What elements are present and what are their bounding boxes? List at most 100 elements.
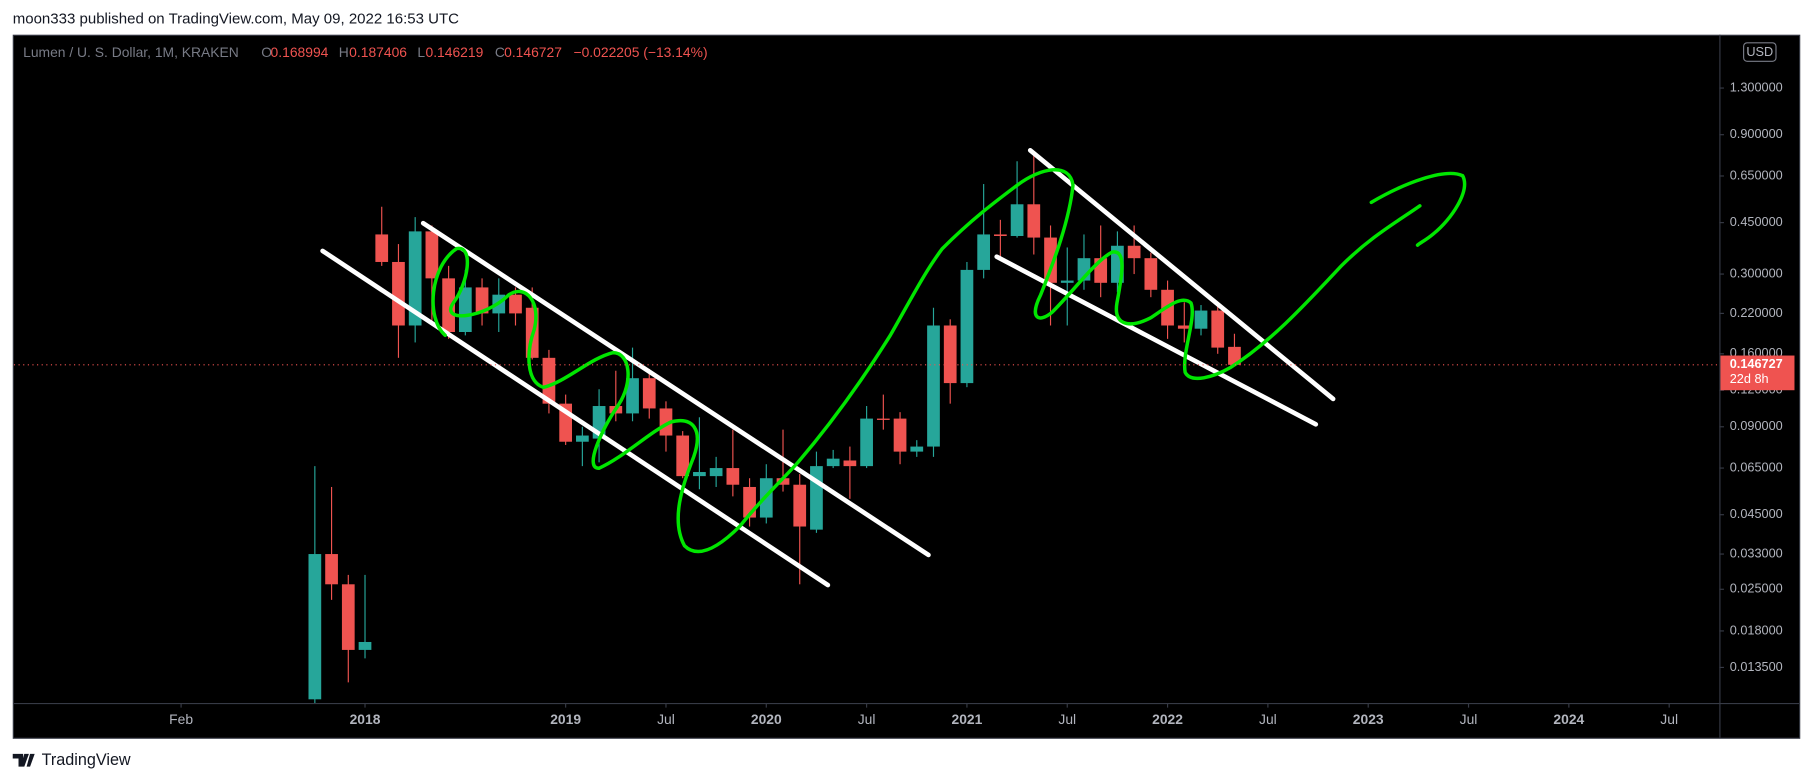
ohlc-value: 0.168994 (271, 44, 329, 60)
candle-body (810, 466, 823, 530)
candle-body (676, 435, 690, 477)
trend-line (1027, 147, 1336, 402)
y-tick-label: 0.025000 (1730, 581, 1783, 596)
countdown-label: 22d 8h (1730, 371, 1769, 386)
x-tick-label: 2018 (350, 711, 381, 727)
candle-body (642, 378, 656, 409)
candle-body (1044, 237, 1057, 283)
x-tick-label: Jul (1660, 711, 1678, 727)
candle-body (709, 468, 723, 477)
candle-body (325, 554, 338, 585)
x-tick-label: Jul (1460, 711, 1478, 727)
candle-body (576, 435, 589, 442)
y-tick-label: 0.013500 (1730, 659, 1783, 674)
candle-body (1228, 346, 1241, 365)
ohlc-value: 0.187406 (349, 44, 407, 60)
brand: TradingView (12, 751, 131, 769)
freehand-arrow (1369, 171, 1467, 247)
candle-body (1194, 310, 1208, 329)
publish-note: moon333 published on TradingView.com, Ma… (13, 11, 459, 28)
x-tick-label: Jul (858, 711, 876, 727)
ohlc-value: 0.146727 (504, 44, 562, 60)
candle-body (425, 231, 439, 279)
ohlc-value: 0.146219 (426, 44, 484, 60)
x-tick-label: 2023 (1353, 711, 1384, 727)
candle-body (1127, 245, 1141, 259)
y-tick-label: 0.065000 (1730, 459, 1783, 474)
candle-body (442, 278, 455, 333)
ohlc-letter: C (495, 44, 505, 60)
candle-body (408, 231, 422, 326)
candle-body (1060, 280, 1074, 283)
x-tick-label: Jul (1058, 711, 1076, 727)
x-tick-label: Jul (1259, 711, 1277, 727)
candle-body (943, 325, 957, 384)
candle-body (927, 325, 940, 447)
y-tick-label: 0.033000 (1730, 545, 1783, 560)
last-price-label: 0.146727 (1730, 356, 1783, 371)
trend-line (320, 248, 831, 588)
y-tick-label: 0.018000 (1730, 622, 1783, 637)
drawings (320, 147, 1467, 588)
candle-body (1177, 325, 1191, 329)
candle-body (308, 554, 322, 700)
y-tick-label: 0.900000 (1730, 126, 1783, 141)
candle-body (1010, 204, 1024, 236)
brand-name: TradingView (42, 751, 131, 769)
ohlc-letter: L (417, 44, 425, 60)
candle-body (693, 472, 706, 477)
legend: Lumen / U. S. Dollar, 1M, KRAKEN O 0.168… (23, 44, 707, 60)
candle-body (1211, 310, 1225, 348)
y-tick-label: 1.300000 (1730, 79, 1783, 94)
ohlc-letter: H (339, 44, 349, 60)
brand-logo (12, 753, 35, 767)
trend-line (420, 220, 931, 558)
candle-body (358, 641, 372, 650)
x-tick-label: 2024 (1553, 711, 1584, 727)
candle-body (776, 478, 790, 485)
x-tick-label: 2019 (550, 711, 581, 727)
freehand-drawing (431, 168, 1422, 554)
change: −0.022205 (−13.14%) (574, 44, 708, 60)
candle-body (375, 234, 389, 262)
x-tick-label: Jul (657, 711, 675, 727)
candle-body (910, 446, 924, 452)
y-tick-label: 0.090000 (1730, 418, 1783, 433)
x-tick-label: 2022 (1152, 711, 1183, 727)
candle-body (977, 234, 991, 270)
candle-body (726, 468, 740, 485)
currency-button[interactable] (1743, 42, 1777, 62)
candle-body (542, 357, 556, 404)
candle-body (876, 418, 890, 420)
candle-body (860, 418, 873, 467)
candle-body (994, 234, 1007, 236)
y-tick-label: 0.220000 (1730, 305, 1783, 320)
candle-body (893, 418, 907, 452)
ohlc-letter: O (261, 44, 272, 60)
symbol-title: Lumen / U. S. Dollar, 1M, KRAKEN (23, 44, 239, 60)
candle-body (1027, 204, 1041, 238)
x-tick-label: 2021 (952, 711, 983, 727)
y-tick-label: 0.650000 (1730, 167, 1783, 182)
y-tick-label: 0.300000 (1730, 265, 1783, 280)
y-tick-label: 0.045000 (1730, 506, 1783, 521)
candle-body (659, 408, 673, 436)
candle-body (826, 458, 840, 467)
candle-body (392, 261, 405, 326)
x-tick-label: Feb (169, 711, 193, 727)
candle-body (626, 378, 639, 414)
y-tick-label: 0.450000 (1730, 214, 1783, 229)
candle-body (960, 269, 974, 384)
chart-frame (12, 34, 1801, 739)
x-tick-label: 2020 (751, 711, 782, 727)
candle-body (475, 287, 489, 314)
candle-body (843, 460, 857, 467)
candle-body (509, 294, 522, 314)
candle-body (341, 584, 355, 650)
candle-body (458, 287, 472, 333)
trend-line (994, 254, 1319, 427)
currency-label[interactable]: USD (1746, 44, 1773, 59)
last-price-tag (1720, 355, 1795, 391)
